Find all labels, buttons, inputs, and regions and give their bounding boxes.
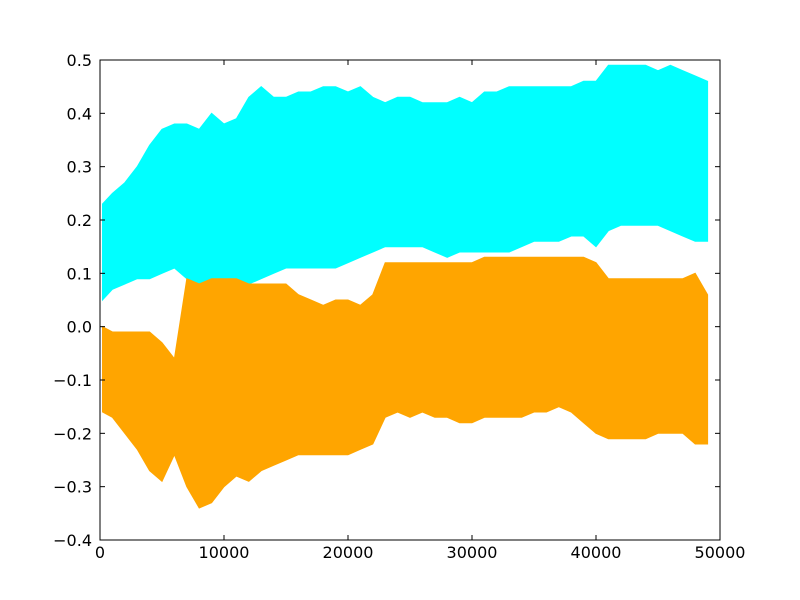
y-tick-label: 0.5 [67, 51, 92, 70]
x-tick-label: 40000 [571, 543, 622, 562]
y-tick-label: 0.3 [67, 158, 92, 177]
x-tick-label: 10000 [199, 543, 250, 562]
ticks-layer: 0 10000 20000 30000 40000 50000 −0.4 −0.3 −0.2 −0… [53, 51, 745, 562]
y-tick-label: −0.1 [53, 371, 92, 390]
y-tick-label: 0.4 [67, 104, 92, 123]
y-tick-label: 0.1 [67, 264, 92, 283]
y-tick-label: 0.0 [67, 318, 92, 337]
x-tick-label: 30000 [447, 543, 498, 562]
x-tick-label: 20000 [323, 543, 374, 562]
y-tick-label: −0.3 [53, 478, 92, 497]
y-tick-label: 0.2 [67, 211, 92, 230]
y-tick-label: −0.2 [53, 424, 92, 443]
x-tick-label: 50000 [695, 543, 746, 562]
series-1-band [102, 256, 709, 509]
plot-frame [99, 59, 721, 541]
series-layer [102, 64, 709, 509]
series-0-band [102, 64, 709, 302]
x-tick-label: 0 [95, 543, 105, 562]
y-tick-label: −0.4 [53, 531, 92, 550]
